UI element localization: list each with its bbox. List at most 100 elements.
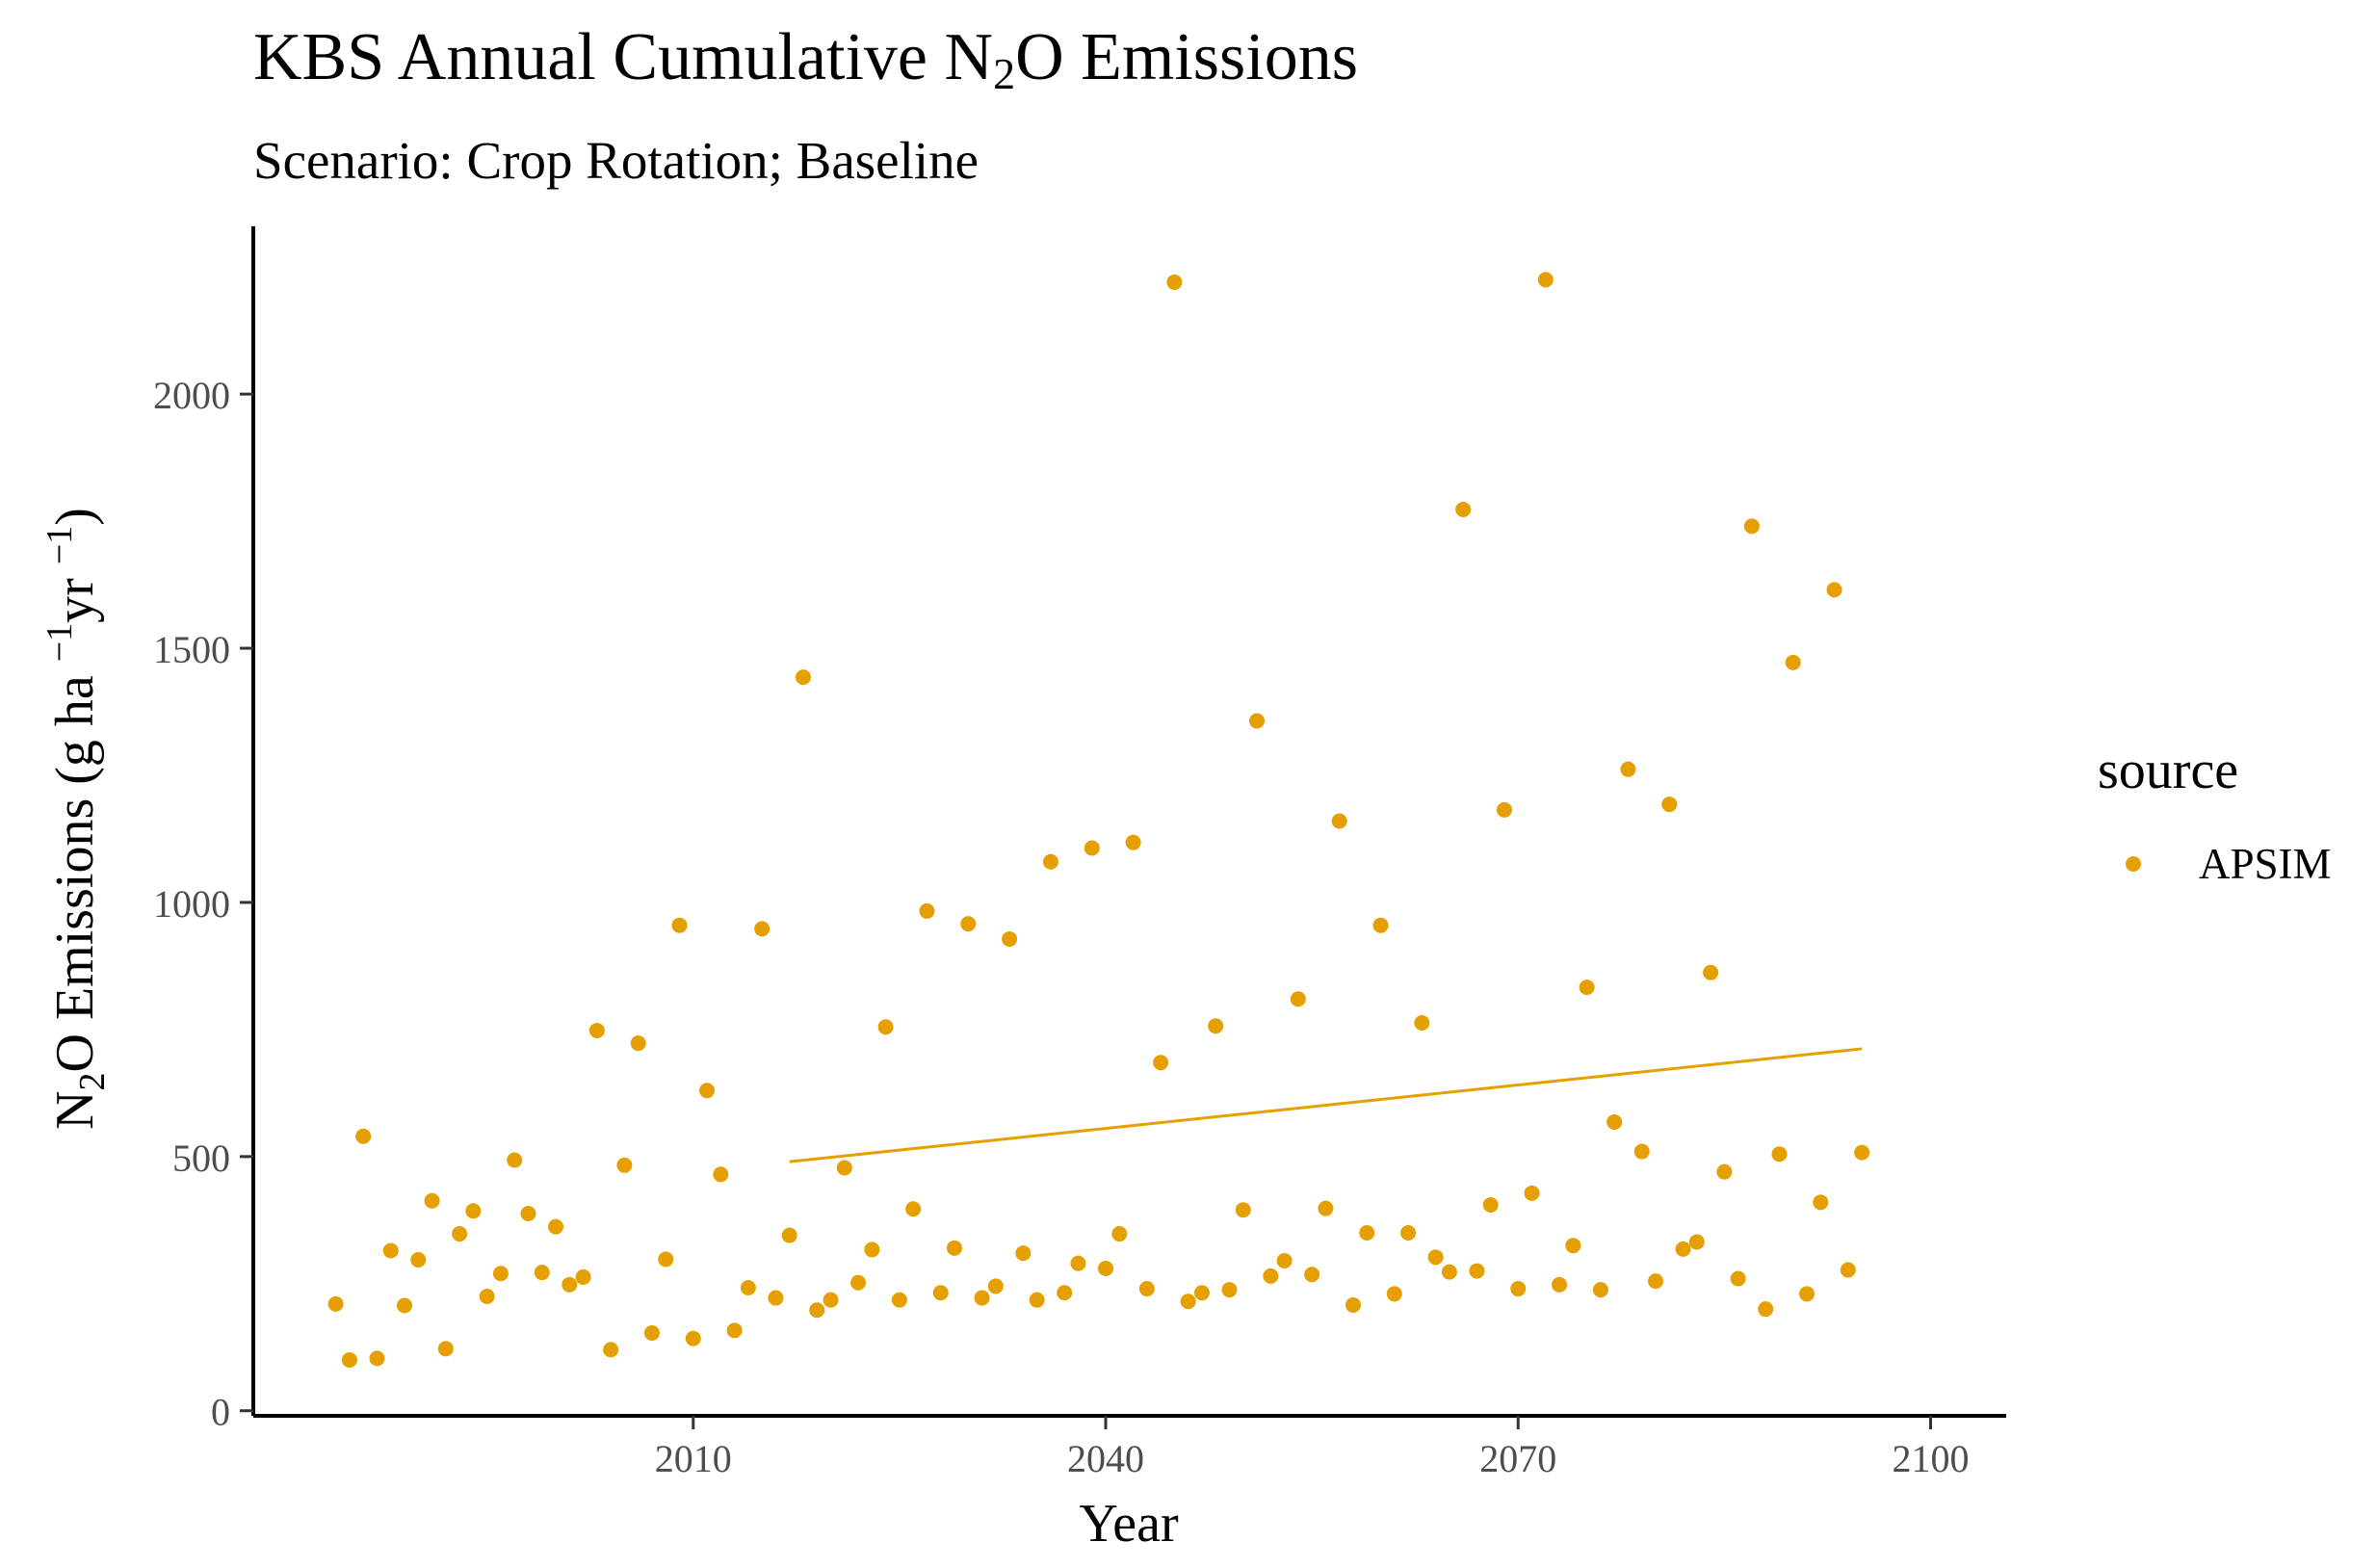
trend-line <box>789 1047 1863 1163</box>
data-point <box>1633 1143 1650 1160</box>
data-point <box>781 1227 797 1243</box>
legend-key-apsim <box>2126 856 2141 872</box>
data-point <box>671 917 688 933</box>
data-point <box>1730 1270 1746 1287</box>
data-point <box>740 1280 756 1295</box>
data-point <box>1331 813 1347 829</box>
data-point <box>1455 501 1472 517</box>
data-point <box>575 1268 591 1285</box>
data-point <box>1235 1202 1251 1218</box>
chart-subtitle: Scenario: Crop Rotation; Baseline <box>253 131 980 190</box>
x-axis-title: Year <box>1079 1494 1179 1554</box>
data-point <box>960 916 977 932</box>
data-point <box>1620 761 1636 777</box>
data-point <box>603 1342 619 1358</box>
data-point <box>1579 980 1595 996</box>
data-point <box>588 1022 605 1038</box>
data-point <box>1208 1018 1224 1034</box>
data-point <box>437 1341 454 1357</box>
data-point <box>534 1265 550 1281</box>
data-point <box>1661 797 1678 813</box>
data-point <box>754 921 771 937</box>
data-point <box>410 1251 427 1267</box>
data-point <box>1276 1253 1293 1269</box>
data-point <box>1345 1296 1361 1313</box>
data-point <box>1029 1292 1045 1308</box>
data-point <box>987 1278 1004 1294</box>
x-tick-label: 2040 <box>1067 1437 1144 1480</box>
x-tick-label: 2010 <box>655 1437 732 1480</box>
data-point <box>1606 1113 1623 1130</box>
data-point <box>1221 1282 1238 1298</box>
data-point <box>974 1290 990 1306</box>
data-point <box>1304 1267 1320 1283</box>
data-point <box>1084 840 1100 856</box>
data-point <box>1111 1226 1128 1242</box>
data-point <box>507 1152 523 1168</box>
data-point <box>1482 1196 1499 1213</box>
data-point <box>891 1292 907 1308</box>
data-point <box>492 1266 509 1282</box>
data-point <box>1414 1015 1430 1032</box>
data-point <box>795 669 811 686</box>
data-point <box>1441 1264 1457 1280</box>
data-point <box>658 1251 674 1267</box>
data-point <box>1153 1055 1169 1071</box>
data-point <box>699 1083 716 1099</box>
data-point <box>355 1128 372 1144</box>
data-point <box>465 1203 482 1219</box>
data-point <box>1015 1245 1032 1262</box>
data-point <box>520 1205 536 1221</box>
data-point <box>1372 917 1389 933</box>
data-point <box>1166 274 1183 291</box>
data-point <box>1537 272 1554 288</box>
data-point <box>1785 654 1801 670</box>
data-point <box>947 1240 962 1256</box>
data-point <box>1552 1276 1568 1293</box>
data-point <box>685 1330 701 1346</box>
data-point <box>1840 1262 1856 1278</box>
data-point <box>1813 1194 1829 1211</box>
y-tick-label: 1500 <box>153 628 230 671</box>
data-point <box>1249 713 1266 729</box>
y-tick-label: 0 <box>211 1391 230 1434</box>
data-point <box>919 902 935 919</box>
data-point <box>809 1302 825 1319</box>
data-point <box>1125 834 1141 850</box>
data-point <box>630 1035 646 1052</box>
data-point <box>713 1166 729 1183</box>
data-point <box>452 1226 468 1242</box>
data-point <box>382 1242 399 1259</box>
data-point <box>1427 1249 1444 1266</box>
data-point <box>1675 1241 1691 1257</box>
data-point <box>1359 1225 1375 1241</box>
data-point <box>1290 991 1306 1007</box>
x-tick-label: 2070 <box>1479 1437 1556 1480</box>
data-point <box>932 1285 949 1301</box>
data-point <box>1592 1282 1608 1298</box>
data-point <box>1057 1285 1073 1301</box>
data-point <box>424 1192 440 1209</box>
data-point <box>1716 1163 1733 1180</box>
data-point <box>1524 1185 1540 1201</box>
data-point <box>1098 1260 1114 1276</box>
data-point <box>1648 1273 1663 1290</box>
data-point <box>1688 1234 1705 1250</box>
legend-label-apsim: APSIM <box>2199 840 2332 888</box>
data-point <box>1002 930 1018 947</box>
y-tick-label: 2000 <box>153 374 230 417</box>
data-point <box>369 1350 385 1367</box>
data-point <box>726 1322 743 1339</box>
x-tick-label: 2100 <box>1892 1437 1969 1480</box>
data-point <box>1771 1146 1788 1163</box>
data-point <box>479 1288 495 1304</box>
data-point <box>327 1295 344 1312</box>
data-point <box>1469 1263 1485 1279</box>
data-point <box>397 1297 413 1314</box>
data-point <box>548 1218 564 1235</box>
chart-title: KBS Annual Cumulative N2O Emissions <box>253 20 1358 98</box>
data-point <box>1180 1294 1196 1310</box>
svg-text:N2O Emissions (g ha −1yr −1): N2O Emissions (g ha −1yr −1) <box>39 508 113 1130</box>
data-point <box>643 1324 660 1341</box>
data-point <box>1138 1281 1155 1297</box>
